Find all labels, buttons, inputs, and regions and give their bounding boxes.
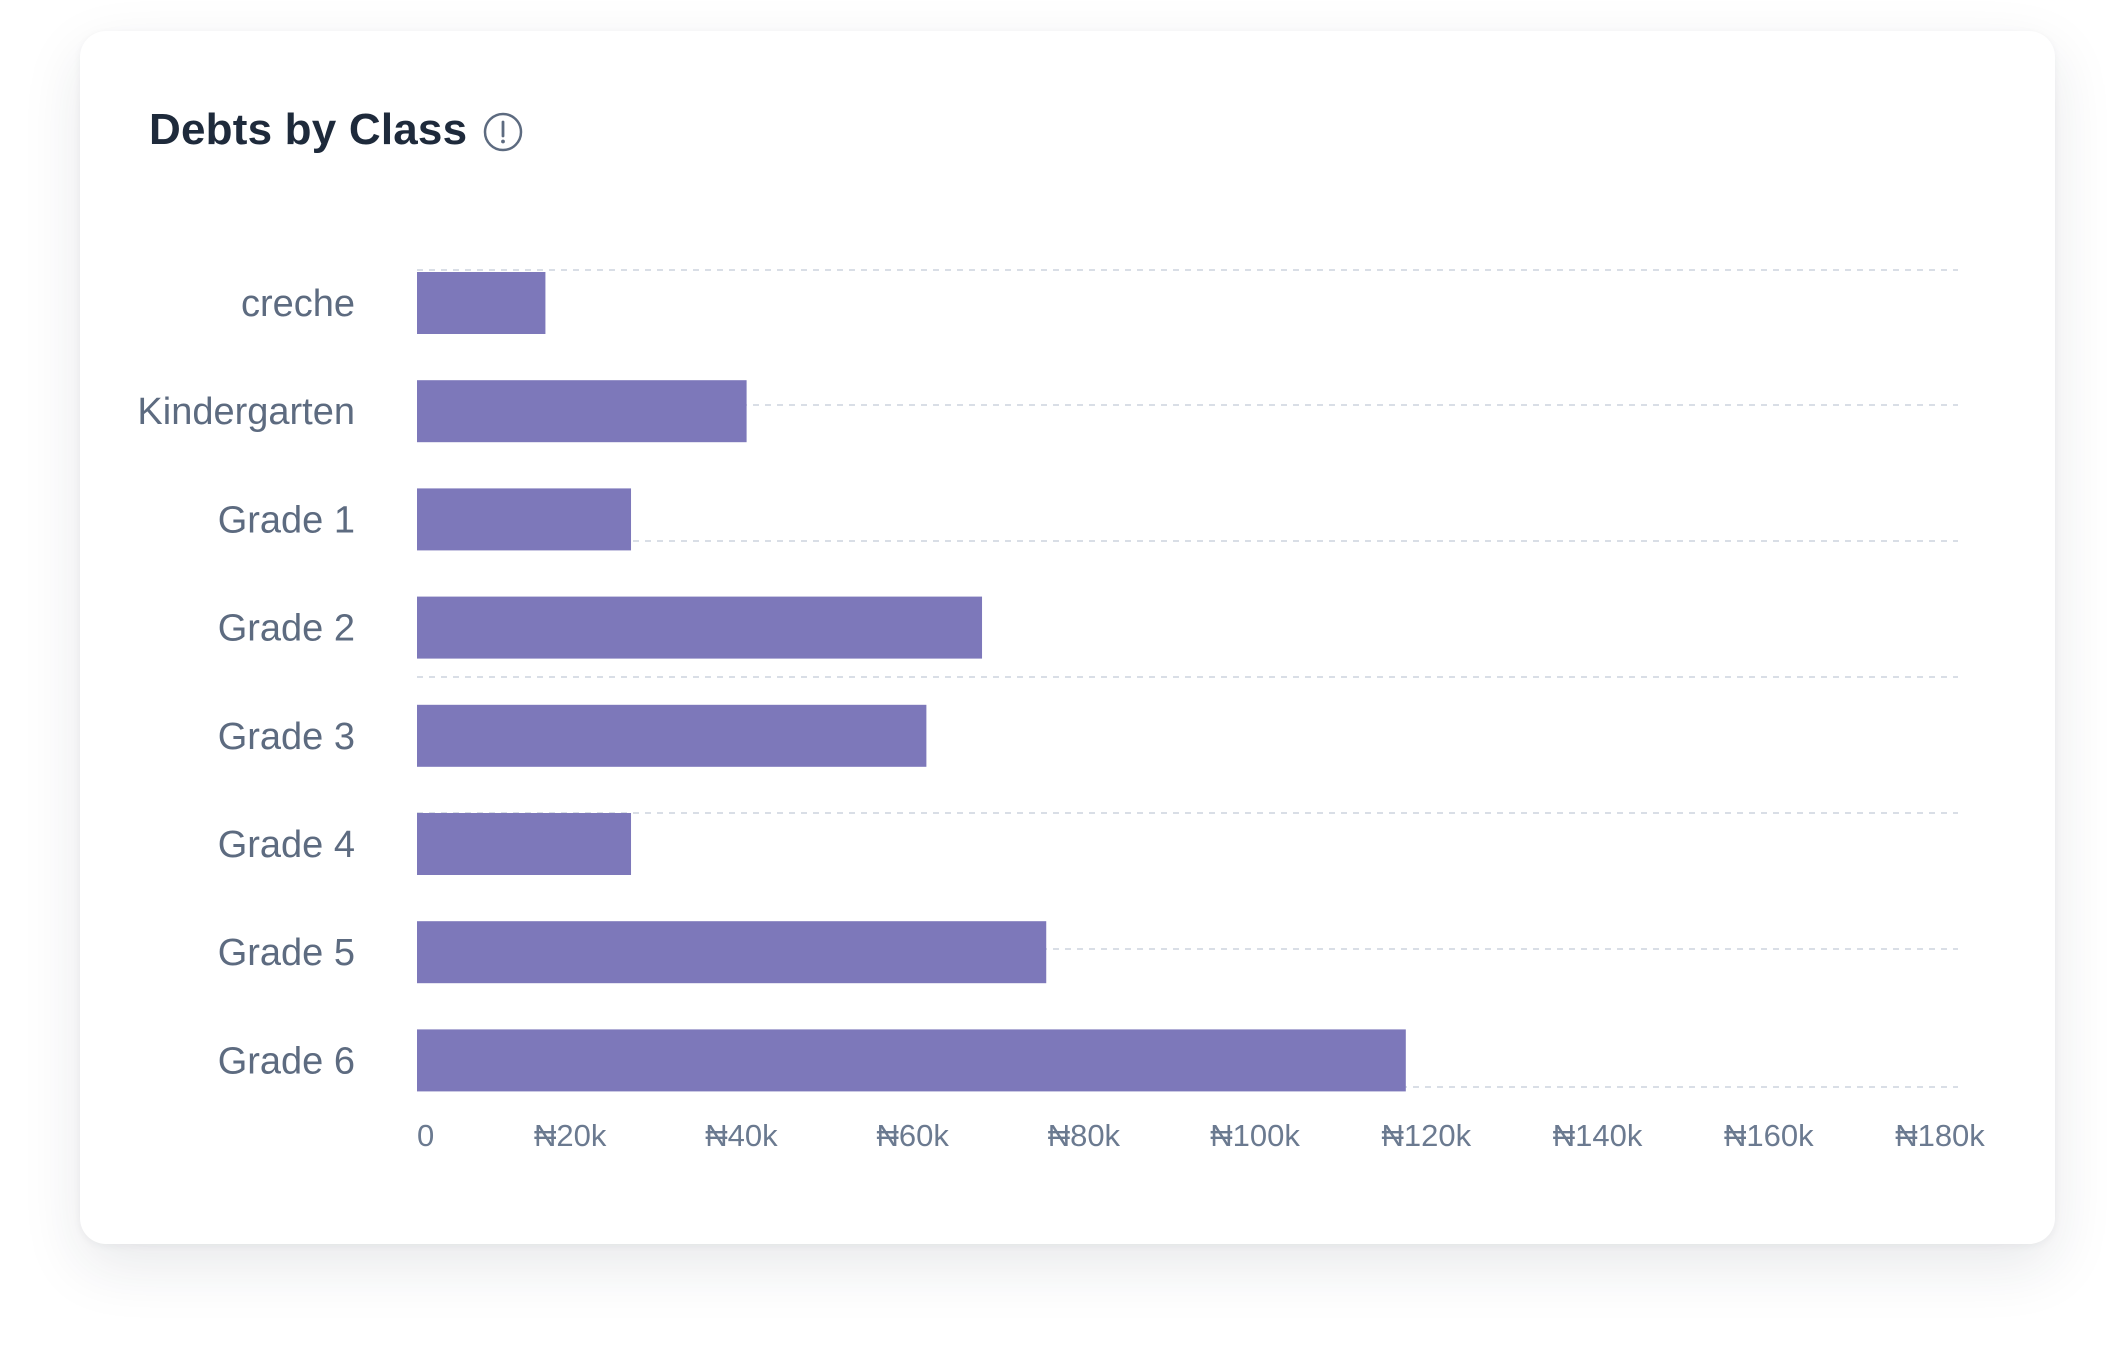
x-tick-label: 0 [417, 1118, 434, 1153]
x-tick-label: ₦40k [705, 1118, 778, 1153]
bars [417, 272, 1406, 1092]
info-circle-icon[interactable] [483, 112, 523, 152]
category-label: Grade 5 [218, 932, 355, 974]
category-label: Grade 1 [218, 499, 355, 541]
chart-title: Debts by Class [149, 105, 468, 154]
x-tick-label: ₦60k [876, 1118, 949, 1153]
x-tick-label: ₦180k [1895, 1118, 1985, 1153]
x-tick-label: ₦20k [534, 1118, 607, 1153]
x-tick-label: ₦100k [1210, 1118, 1300, 1153]
bar-grade-4[interactable] [417, 813, 632, 875]
category-label: creche [241, 283, 355, 325]
category-label: Grade 2 [218, 608, 355, 650]
category-label: Grade 4 [218, 824, 355, 866]
category-label: Grade 3 [218, 716, 355, 758]
bar-grade-5[interactable] [417, 921, 1047, 984]
x-tick-label: ₦160k [1724, 1118, 1814, 1153]
bar-grade-3[interactable] [417, 704, 927, 767]
bar-grade-2[interactable] [417, 596, 983, 659]
x-axis-tick-labels: 0 ₦20k ₦40k ₦60k ₦80k ₦100k ₦120k ₦140k ₦160k ₦18… [417, 1118, 1985, 1153]
bar-kindergarten[interactable] [417, 380, 747, 443]
x-tick-label: ₦140k [1553, 1118, 1643, 1153]
bar-grade-6[interactable] [417, 1029, 1406, 1092]
x-tick-label: ₦80k [1048, 1118, 1121, 1153]
x-tick-label: ₦120k [1382, 1118, 1472, 1153]
category-labels: creche Kindergarten Grade 1 Grade 2 Grade 3 G… [137, 283, 355, 1082]
category-label: Grade 6 [218, 1040, 355, 1082]
card-header: Debts by Class [149, 105, 523, 155]
category-label: Kindergarten [137, 391, 355, 433]
bar-creche[interactable] [417, 272, 546, 334]
bar-grade-1[interactable] [417, 488, 632, 551]
